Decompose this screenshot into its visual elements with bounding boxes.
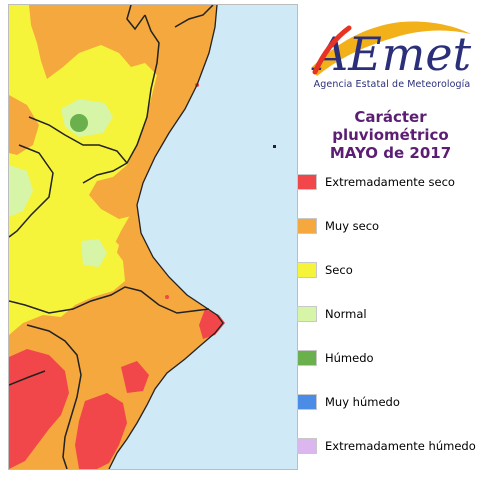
extremo-seco-region-mid <box>121 361 149 393</box>
extremo-seco-region-southeast <box>75 393 127 469</box>
map-title: Carácter pluviométrico MAYO de 2017 <box>298 108 483 162</box>
logo-swoosh-red <box>312 25 352 75</box>
legend-label: Seco <box>325 263 353 277</box>
normal-patch-west <box>9 165 33 217</box>
normal-patch-inland <box>81 239 107 267</box>
islet <box>273 145 276 148</box>
title-line-1: Carácter pluviométrico <box>332 108 449 144</box>
province-borders <box>9 5 214 469</box>
legend-swatch <box>297 218 317 234</box>
legend-item-muy-humedo: Muy húmedo <box>297 392 400 412</box>
legend-item-extremadamente-humedo: Extremadamente húmedo <box>297 436 476 456</box>
legend-label: Extremadamente seco <box>325 175 455 189</box>
humedo-patch <box>70 114 88 132</box>
muy-seco-region-north <box>29 5 217 219</box>
legend-label: Muy húmedo <box>325 395 400 409</box>
legend-label: Muy seco <box>325 219 380 233</box>
legend-label: Extremadamente húmedo <box>325 439 476 453</box>
logo-text: AEmet <box>311 27 472 80</box>
title-line-2: MAYO de 2017 <box>329 144 452 162</box>
legend-item-muy-seco: Muy seco <box>297 216 379 236</box>
legend-item-seco: Seco <box>297 260 353 280</box>
legend-item-humedo: Húmedo <box>297 348 374 368</box>
legend-swatch <box>297 306 317 322</box>
precipitation-map <box>8 4 298 470</box>
coastline <box>108 5 224 469</box>
logo-subtitle: Agencia Estatal de Meteorología <box>313 79 471 90</box>
legend-swatch <box>297 394 317 410</box>
aemet-logo: AEmet <box>305 14 477 96</box>
legend-label: Húmedo <box>325 351 374 365</box>
extremo-seco-spot-2 <box>165 295 169 299</box>
legend-swatch <box>297 350 317 366</box>
legend-item-normal: Normal <box>297 304 367 324</box>
logo-swoosh-orange <box>311 21 471 76</box>
muy-seco-region-west <box>9 95 39 155</box>
legend-item-extremadamente-seco: Extremadamente seco <box>297 172 455 192</box>
legend-swatch <box>297 174 317 190</box>
legend-swatch <box>297 262 317 278</box>
legend-swatch <box>297 438 317 454</box>
legend-label: Normal <box>325 307 367 321</box>
